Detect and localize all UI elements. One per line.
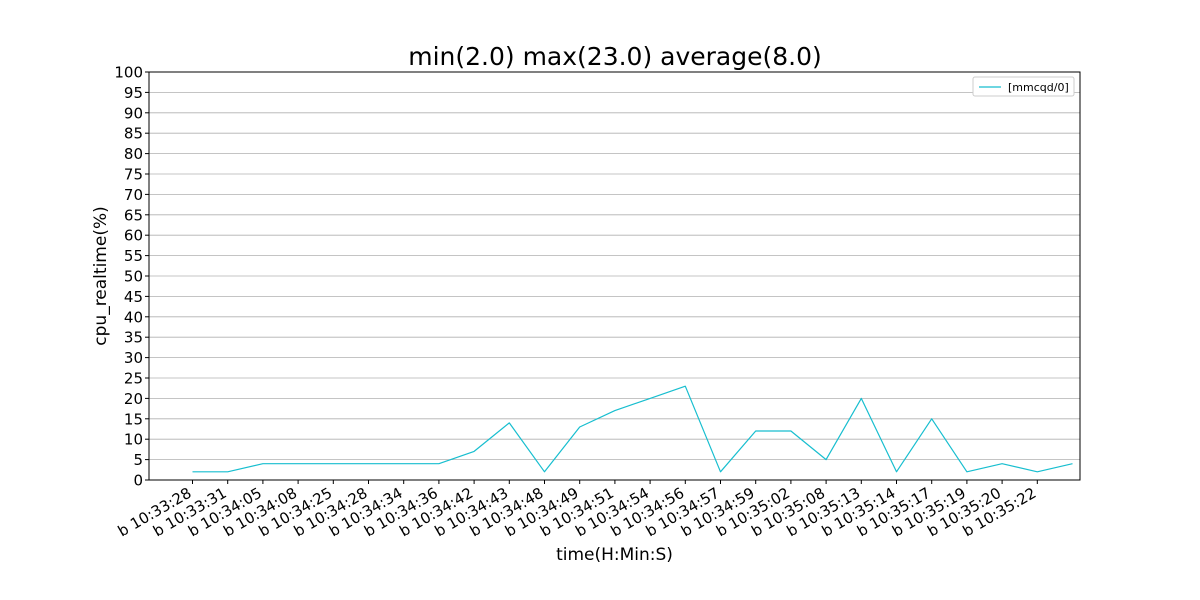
y-tick-label: 40 [124, 308, 143, 326]
y-tick-label: 25 [124, 370, 143, 388]
y-tick-label: 60 [124, 227, 143, 245]
plot-frame [148, 71, 1081, 481]
y-tick-label: 20 [124, 390, 143, 408]
y-tick-label: 30 [124, 349, 143, 367]
y-tick-label: 50 [124, 268, 143, 286]
y-tick-label: 65 [124, 206, 143, 224]
y-tick-label: 35 [124, 329, 143, 347]
series-layer [192, 385, 1073, 473]
legend-label: [mmcqd/0] [1008, 81, 1069, 94]
y-tick-label: 0 [133, 472, 143, 490]
y-tick-label: 80 [124, 145, 143, 163]
legend: [mmcqd/0] [972, 76, 1075, 97]
y-tick-label: 15 [124, 410, 143, 428]
y-tick-label: 70 [124, 186, 143, 204]
y-tick-label: 95 [124, 84, 143, 102]
y-tick-label: 5 [133, 451, 143, 469]
legend-box [972, 76, 1075, 97]
y-axis-label: cpu_realtime(%) [91, 206, 111, 345]
y-tick-label: 45 [124, 288, 143, 306]
x-axis-label: time(H:Min:S) [556, 545, 673, 565]
y-tick-label: 100 [114, 64, 143, 82]
y-tick-label: 75 [124, 166, 143, 184]
x-axis-ticks: b 10:33:28b 10:33:31b 10:34:05b 10:34:08… [115, 480, 1039, 540]
y-axis-ticks: 0 5 10 15 20 25 30 35 40 45 50 55 60 65 70 75 80 85 90 95 10… [114, 64, 149, 490]
y-tick-label: 55 [124, 247, 143, 265]
y-tick-label: 85 [124, 125, 143, 143]
series-line [192, 385, 1073, 473]
y-tick-label: 90 [124, 104, 143, 122]
grid-lines [149, 71, 1080, 481]
chart-title: min(2.0) max(23.0) average(8.0) [408, 42, 822, 71]
y-tick-label: 10 [124, 431, 143, 449]
